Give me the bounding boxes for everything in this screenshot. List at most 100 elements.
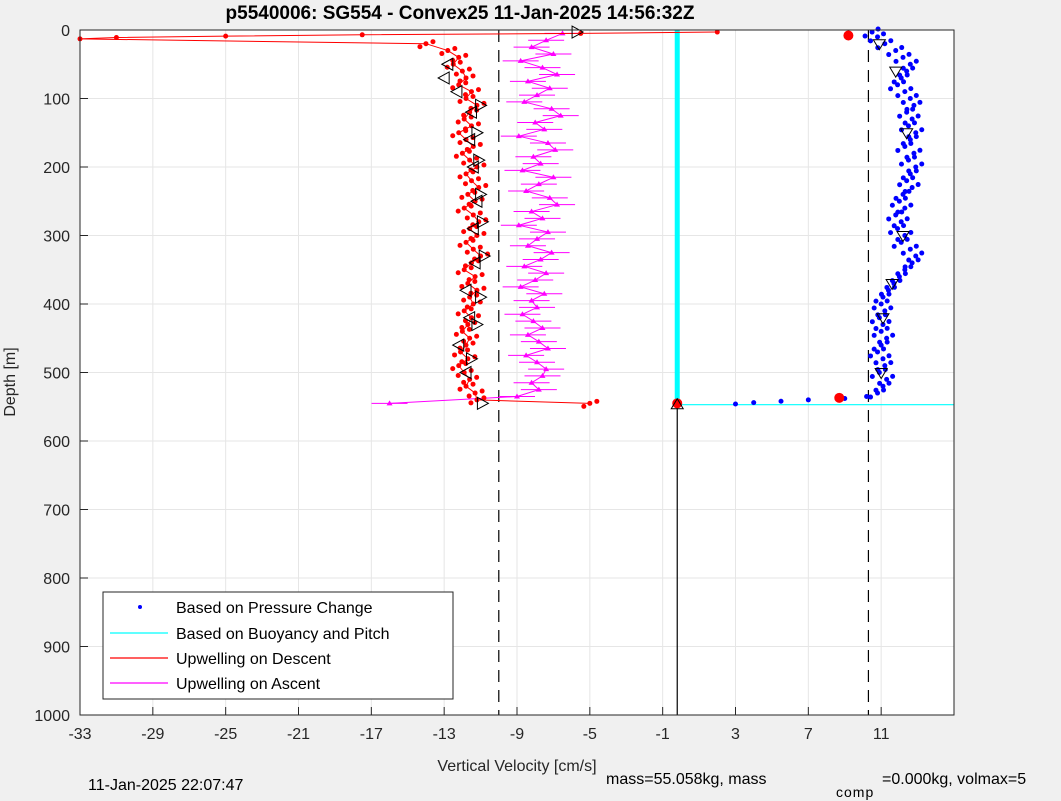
pressure-change-point (911, 154, 917, 160)
bottom-turn-marker (670, 397, 685, 410)
descent-upwelling-point (468, 260, 474, 266)
descent-upwelling-point (464, 304, 470, 310)
pressure-change-point (902, 120, 908, 126)
pressure-change-point (875, 390, 881, 396)
pressure-change-point (908, 86, 914, 92)
ascent-upwelling-point (541, 126, 548, 132)
descent-upwelling-point (466, 277, 472, 283)
footer-mass-rest: =0.000kg, volmax=5 (882, 771, 1026, 788)
descent-upwelling-point (472, 189, 478, 195)
pressure-change-point (875, 26, 881, 32)
descent-upwelling-point (464, 215, 470, 221)
pressure-change-point (904, 68, 910, 74)
descent-upwelling-point (457, 140, 463, 146)
descent-direction-marker (458, 283, 472, 298)
pressure-change-point (875, 349, 881, 355)
pressure-change-point (893, 212, 899, 218)
ascent-direction-marker (476, 214, 490, 229)
descent-direction-marker (462, 310, 476, 325)
pressure-change-point (893, 48, 899, 54)
descent-upwelling-point (587, 400, 593, 406)
pressure-change-point (882, 308, 888, 314)
pressure-change-point (899, 209, 905, 215)
descent-upwelling-point (463, 239, 469, 245)
descent-upwelling-point (461, 205, 467, 211)
descent-upwelling-point (452, 46, 458, 52)
descent-upwelling-point (459, 359, 465, 365)
descent-upwelling-point (458, 349, 464, 355)
descent-upwelling-point (474, 333, 480, 339)
pressure-direction-marker (874, 368, 889, 380)
descent-upwelling-point (466, 393, 472, 399)
descent-upwelling-point (470, 94, 476, 99)
ascent-upwelling-point (541, 290, 548, 296)
ascent-upwelling-point (528, 44, 535, 50)
descent-upwelling-point (457, 242, 463, 248)
pressure-change-point (869, 319, 875, 325)
ascent-upwelling-point (514, 393, 520, 399)
x-tick-label: -9 (510, 726, 524, 743)
x-tick-label: -13 (433, 726, 456, 743)
pressure-change-point (919, 250, 925, 256)
ascent-upwelling-point (521, 98, 528, 104)
ascent-upwelling-point (539, 215, 546, 221)
descent-upwelling-point (470, 381, 476, 387)
ascent-upwelling-point (552, 146, 559, 152)
pressure-change-point (893, 195, 899, 201)
ascent-upwelling-point (557, 112, 564, 118)
descent-upwelling-point (223, 33, 229, 39)
ascent-upwelling-point (524, 331, 531, 337)
descent-upwelling-point (463, 342, 469, 348)
pressure-change-point (895, 226, 901, 232)
descent-upwelling-point (456, 130, 462, 136)
ascent-upwelling-point (543, 37, 550, 43)
descent-upwelling-point (463, 52, 469, 58)
ascent-upwelling-point (539, 64, 546, 70)
pressure-change-point (897, 277, 903, 283)
x-tick-label: -29 (141, 726, 164, 743)
pressure-change-point (913, 243, 919, 249)
descent-upwelling-point (456, 54, 462, 60)
descent-direction-marker (464, 105, 477, 120)
descent-upwelling-point (481, 231, 487, 236)
descent-upwelling-point (474, 292, 480, 298)
pressure-change-point (778, 398, 784, 404)
descent-upwelling-point (459, 283, 465, 289)
y-tick-label: 300 (43, 229, 70, 246)
descent-upwelling-point (450, 133, 456, 139)
pressure-change-point (905, 157, 911, 163)
pressure-change-point (904, 236, 910, 242)
descent-upwelling-point (463, 75, 469, 81)
descent-upwelling-point (463, 128, 469, 134)
pressure-change-point (871, 332, 877, 338)
pressure-change-point (906, 51, 912, 57)
pressure-change-point (904, 109, 910, 115)
descent-upwelling-point (463, 361, 469, 367)
ascent-upwelling-point (517, 57, 524, 63)
ascent-upwelling-point (535, 181, 542, 187)
pressure-change-point (878, 301, 884, 307)
ascent-upwelling-point (548, 249, 555, 255)
pressure-change-point (895, 93, 901, 99)
pressure-change-point (900, 175, 906, 181)
summary-dot (843, 30, 854, 41)
ascent-upwelling-point (550, 50, 557, 56)
descent-upwelling-point (457, 386, 463, 392)
descent-upwelling-point (417, 44, 423, 50)
ascent-upwelling-point (559, 30, 566, 36)
pressure-change-point (897, 113, 903, 119)
pressure-change-point (902, 271, 908, 277)
descent-upwelling-point (465, 280, 471, 286)
ascent-upwelling-point (535, 386, 542, 392)
x-tick-label: -33 (68, 726, 91, 743)
pressure-change-point (904, 178, 910, 184)
descent-upwelling-point (468, 203, 474, 209)
footer-mass-subscript: comp (836, 784, 874, 800)
descent-upwelling-point (481, 285, 487, 291)
pressure-change-point (869, 374, 875, 379)
pressure-change-point (868, 394, 874, 400)
descent-upwelling-point (465, 322, 471, 328)
y-tick-label: 100 (43, 92, 70, 109)
pressure-change-point (907, 137, 913, 143)
descent-upwelling-point (459, 194, 465, 200)
